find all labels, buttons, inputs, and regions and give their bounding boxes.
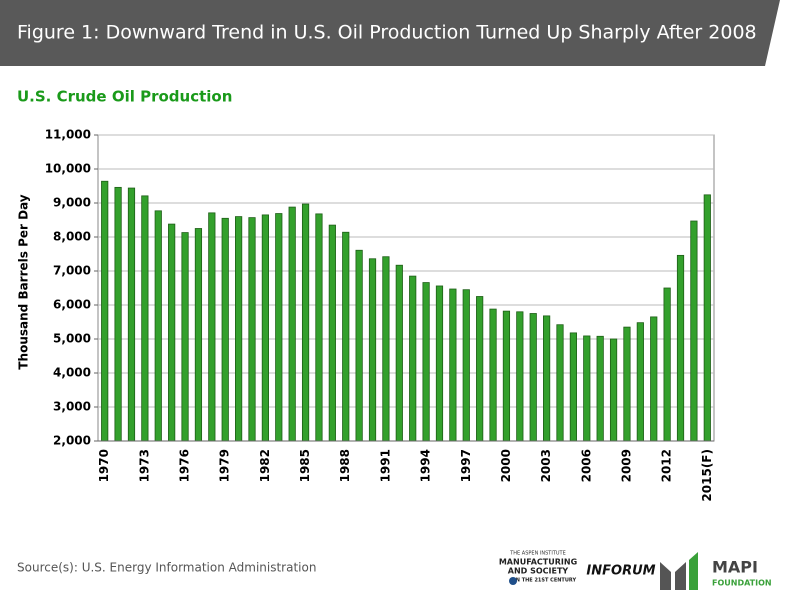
y-tick-label: 11,000 (45, 128, 91, 142)
y-tick-label: 7,000 (53, 264, 91, 278)
bar (596, 335, 604, 442)
bar (422, 282, 430, 442)
x-tick-label: 2009 (619, 449, 633, 482)
x-tick-label: 1973 (137, 449, 151, 482)
bar (502, 310, 511, 442)
bar (462, 289, 470, 442)
bar (141, 195, 149, 442)
bar (315, 213, 323, 442)
x-tick-label: 2006 (579, 449, 593, 482)
bar (114, 186, 122, 442)
y-tick-label: 3,000 (53, 400, 91, 414)
bar (221, 217, 229, 442)
y-axis-label: Thousand Barrels Per Day (17, 194, 31, 369)
bar (368, 258, 377, 442)
logo-icon (675, 562, 686, 590)
bar (529, 313, 537, 442)
bar (194, 228, 203, 442)
header-bar (0, 0, 780, 66)
x-tick-label: 1970 (97, 449, 111, 482)
x-tick-label: 2003 (539, 449, 553, 482)
bar (676, 254, 685, 442)
bar (301, 203, 310, 442)
bar (342, 231, 350, 442)
x-tick-label: 2000 (499, 449, 513, 482)
bar (208, 212, 216, 442)
bar (168, 223, 176, 442)
chart-title: U.S. Crude Oil Production (17, 88, 232, 106)
bar (275, 213, 283, 442)
logo-text: MAPI (712, 558, 758, 577)
x-tick-label: 1982 (258, 449, 272, 482)
x-tick-label: 1997 (459, 449, 473, 482)
bar (476, 296, 484, 442)
source: Source(s): U.S. Energy Information Admin… (17, 561, 316, 575)
plot-area (97, 134, 715, 442)
bar (583, 335, 591, 442)
x-tick-label: 1979 (218, 449, 232, 482)
bar (609, 338, 618, 442)
y-tick-label: 4,000 (53, 366, 91, 380)
bar (409, 275, 417, 442)
bar (569, 332, 577, 442)
bar (623, 326, 631, 442)
y-tick-label: 10,000 (45, 162, 91, 176)
logo-text: MANUFACTURING (499, 558, 577, 567)
x-tick-label: 1988 (338, 449, 352, 482)
x-tick-label: 2012 (660, 449, 674, 482)
logo-icon (660, 562, 671, 590)
bar (435, 285, 444, 442)
logo-text: INFORUM (586, 564, 655, 579)
bar (489, 308, 497, 442)
bar (449, 288, 457, 442)
x-tick-label: 1994 (419, 449, 433, 482)
bar (690, 220, 698, 442)
bar (261, 214, 269, 442)
logo-text: THE ASPEN INSTITUTE (509, 551, 566, 557)
y-tick-label: 8,000 (53, 230, 91, 244)
bar (248, 217, 256, 442)
x-tick-label: 1985 (298, 449, 312, 482)
bar (703, 194, 711, 442)
y-tick-label: 9,000 (53, 196, 91, 210)
bar (101, 180, 109, 442)
bar (543, 315, 551, 442)
x-tick-label: 2015(F) (700, 449, 714, 502)
bar (556, 324, 564, 442)
logo-text: FOUNDATION (712, 579, 772, 588)
bar (127, 187, 136, 442)
bar (650, 316, 658, 442)
bar (235, 216, 243, 442)
bar (636, 322, 644, 442)
x-tick-label: 1976 (178, 449, 192, 482)
logo-text: IN THE 21ST CENTURY (514, 578, 577, 584)
x-tick-label: 1991 (378, 449, 392, 482)
logos: THE ASPEN INSTITUTE MANUFACTURING AND SO… (499, 551, 772, 590)
bar (154, 210, 162, 442)
logo-icon (689, 552, 698, 590)
y-tick-label: 5,000 (53, 332, 91, 346)
y-tick-label: 6,000 (53, 298, 91, 312)
bar (181, 232, 189, 442)
logo-text: AND SOCIETY (508, 567, 569, 576)
bar (288, 206, 296, 442)
logo-icon (509, 577, 517, 585)
bar (516, 311, 524, 442)
bar (663, 287, 671, 442)
header-title: Figure 1: Downward Trend in U.S. Oil Pro… (17, 22, 757, 44)
y-tick-label: 2,000 (53, 434, 91, 448)
bar (382, 256, 390, 442)
bar (328, 224, 336, 442)
bar (355, 249, 363, 442)
bar (395, 264, 403, 442)
